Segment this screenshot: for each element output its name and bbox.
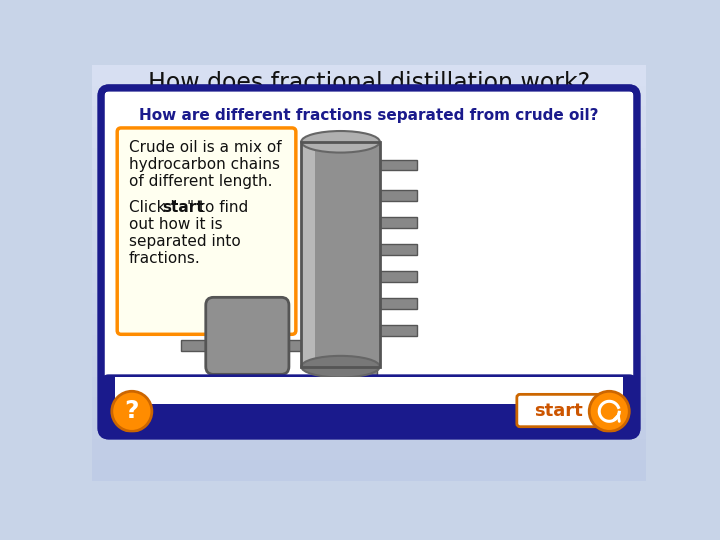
Text: hydrocarbon chains: hydrocarbon chains (129, 157, 280, 172)
FancyBboxPatch shape (517, 394, 600, 427)
Bar (363, 367, 377, 403)
Text: start: start (534, 402, 582, 420)
Text: How are different fractions separated from crude oil?: How are different fractions separated fr… (139, 108, 599, 123)
Bar (379, 190, 417, 201)
FancyBboxPatch shape (101, 374, 637, 436)
Bar (181, 340, 213, 351)
Bar (92, 231, 647, 252)
Bar (92, 377, 647, 397)
Text: " to find: " to find (186, 200, 248, 215)
Bar (379, 244, 417, 255)
Bar (379, 325, 417, 336)
Bar (92, 127, 647, 148)
Bar (115, 381, 623, 408)
Bar (317, 390, 363, 403)
Bar (92, 65, 647, 85)
Bar (301, 142, 379, 367)
Bar (379, 217, 417, 228)
Bar (379, 298, 417, 309)
Bar (379, 271, 417, 282)
Text: fractions.: fractions. (129, 251, 200, 266)
Circle shape (589, 392, 629, 431)
FancyBboxPatch shape (206, 298, 289, 374)
Bar (92, 314, 647, 335)
Bar (92, 190, 647, 211)
Bar (92, 460, 647, 481)
Circle shape (112, 392, 152, 431)
Bar (301, 142, 379, 367)
Text: How does fractional distillation work?: How does fractional distillation work? (148, 71, 590, 95)
FancyBboxPatch shape (101, 88, 637, 436)
FancyBboxPatch shape (101, 381, 637, 436)
Bar (92, 356, 647, 377)
Ellipse shape (301, 356, 379, 377)
Bar (301, 142, 315, 367)
Bar (92, 85, 647, 106)
Bar (318, 380, 377, 392)
FancyBboxPatch shape (117, 128, 296, 334)
Bar (92, 335, 647, 356)
Text: separated into: separated into (129, 234, 240, 248)
Bar (318, 367, 332, 392)
Ellipse shape (301, 131, 379, 153)
Text: of different length.: of different length. (129, 174, 272, 190)
Bar (92, 397, 647, 418)
Bar (282, 340, 301, 351)
Bar (115, 377, 623, 403)
Text: Crude oil is a mix of: Crude oil is a mix of (129, 140, 282, 156)
Bar (92, 106, 647, 127)
Bar (92, 294, 647, 314)
Bar (92, 439, 647, 460)
Bar (92, 273, 647, 294)
Bar (92, 148, 647, 168)
Bar (379, 159, 417, 170)
Bar (92, 252, 647, 273)
Text: out how it is: out how it is (129, 217, 222, 232)
Bar (92, 418, 647, 439)
Bar (92, 210, 647, 231)
Text: start: start (162, 200, 204, 215)
Text: ?: ? (125, 399, 139, 423)
Text: Click ": Click " (129, 200, 177, 215)
Bar (92, 168, 647, 190)
Bar (115, 382, 623, 428)
